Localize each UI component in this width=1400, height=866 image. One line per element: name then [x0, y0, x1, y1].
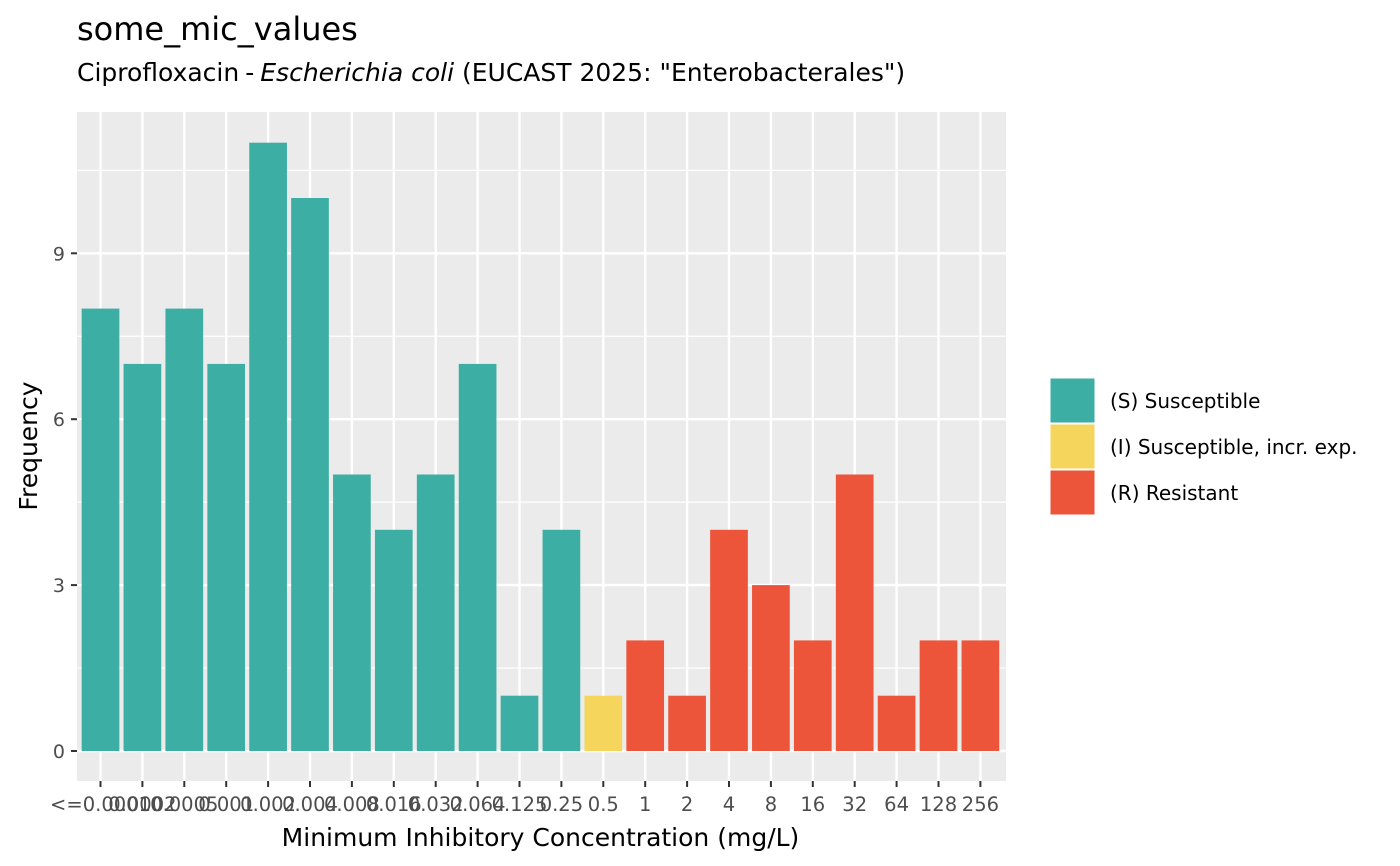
x-tick-label: 0.064	[450, 793, 506, 816]
subtitle-organism: Escherichia coli	[260, 58, 455, 87]
chart-subtitle: Ciprofloxacin - Escherichia coli (EUCAST 2…	[77, 58, 905, 87]
x-tick-label: 1	[639, 793, 651, 816]
bar-0.25	[542, 529, 581, 751]
y-axis-label: Frequency	[14, 381, 43, 510]
subtitle-guideline: (EUCAST 2025: "Enterobacterales")	[461, 58, 906, 87]
x-tick-label: 0.001	[198, 793, 254, 816]
bar-0.0002	[123, 363, 162, 751]
x-tick-label: 0.032	[408, 793, 464, 816]
bar-256	[961, 640, 1000, 751]
x-axis-label: Minimum Inhibitory Concentration (mg/L)	[282, 823, 800, 852]
bar-64	[877, 695, 916, 751]
x-tick-label: 2	[681, 793, 693, 816]
bar-0.016	[374, 529, 413, 751]
x-tick-label: 128	[920, 793, 957, 816]
x-tick-label: 4	[723, 793, 735, 816]
x-tick-label: 32	[842, 793, 867, 816]
x-tick-label: 0.0005	[150, 793, 218, 816]
x-tick-label: 0.5	[588, 793, 619, 816]
x-tick-label: 256	[962, 793, 999, 816]
bar-0.064	[458, 363, 497, 751]
bar-0.125	[500, 695, 539, 751]
bar-1	[626, 640, 665, 751]
x-tick-label: 0.25	[540, 793, 583, 816]
y-tick-label: 9	[53, 243, 65, 265]
bar-16	[793, 640, 832, 751]
subtitle-separator: -	[245, 58, 255, 87]
legend-label-I: (I) Susceptible, incr. exp.	[1110, 435, 1358, 459]
bar-2	[668, 695, 706, 751]
legend-swatch-R	[1049, 469, 1096, 516]
x-tick-label: 0.016	[366, 793, 422, 816]
x-tick-label: 0.002	[240, 793, 296, 816]
x-tick-label: <=0.0001	[50, 793, 151, 816]
bar-32	[835, 474, 874, 751]
chart-title: some_mic_values	[77, 10, 358, 48]
legend-label-S: (S) Susceptible	[1110, 389, 1260, 413]
y-axis: 0 3 6 9	[53, 243, 77, 763]
y-tick-label: 0	[53, 741, 65, 763]
subtitle-antibiotic: Ciprofloxacin	[77, 58, 240, 87]
x-tick-label: 0.004	[282, 793, 338, 816]
x-tick-label: 0.008	[324, 793, 380, 816]
y-tick-label: 3	[53, 575, 65, 597]
legend: (S) Susceptible (I) Susceptible, incr. ex…	[1049, 377, 1358, 516]
x-axis: <=0.00010.00020.00050.0010.0020.0040.008…	[50, 781, 999, 816]
bar-<=0.0001	[81, 308, 120, 751]
y-tick-label: 6	[53, 409, 65, 431]
bar-0.5	[584, 695, 623, 751]
x-tick-label: 0.125	[492, 793, 548, 816]
x-tick-label: 64	[884, 793, 909, 816]
bar-4	[710, 529, 748, 751]
bar-8	[752, 585, 790, 751]
legend-swatch-I	[1049, 423, 1096, 470]
bar-0.008	[333, 474, 371, 751]
legend-swatch-S	[1049, 377, 1096, 424]
bar-128	[919, 640, 958, 751]
x-tick-label: 0.0002	[108, 793, 176, 816]
bar-0.001	[207, 363, 246, 751]
bar-0.004	[291, 198, 329, 751]
x-tick-label: 8	[765, 793, 777, 816]
bar-0.0005	[165, 308, 204, 751]
bars	[81, 142, 1000, 751]
bar-0.032	[416, 474, 455, 751]
legend-label-R: (R) Resistant	[1110, 481, 1238, 505]
bar-0.002	[249, 142, 287, 751]
x-tick-label: 16	[800, 793, 825, 816]
